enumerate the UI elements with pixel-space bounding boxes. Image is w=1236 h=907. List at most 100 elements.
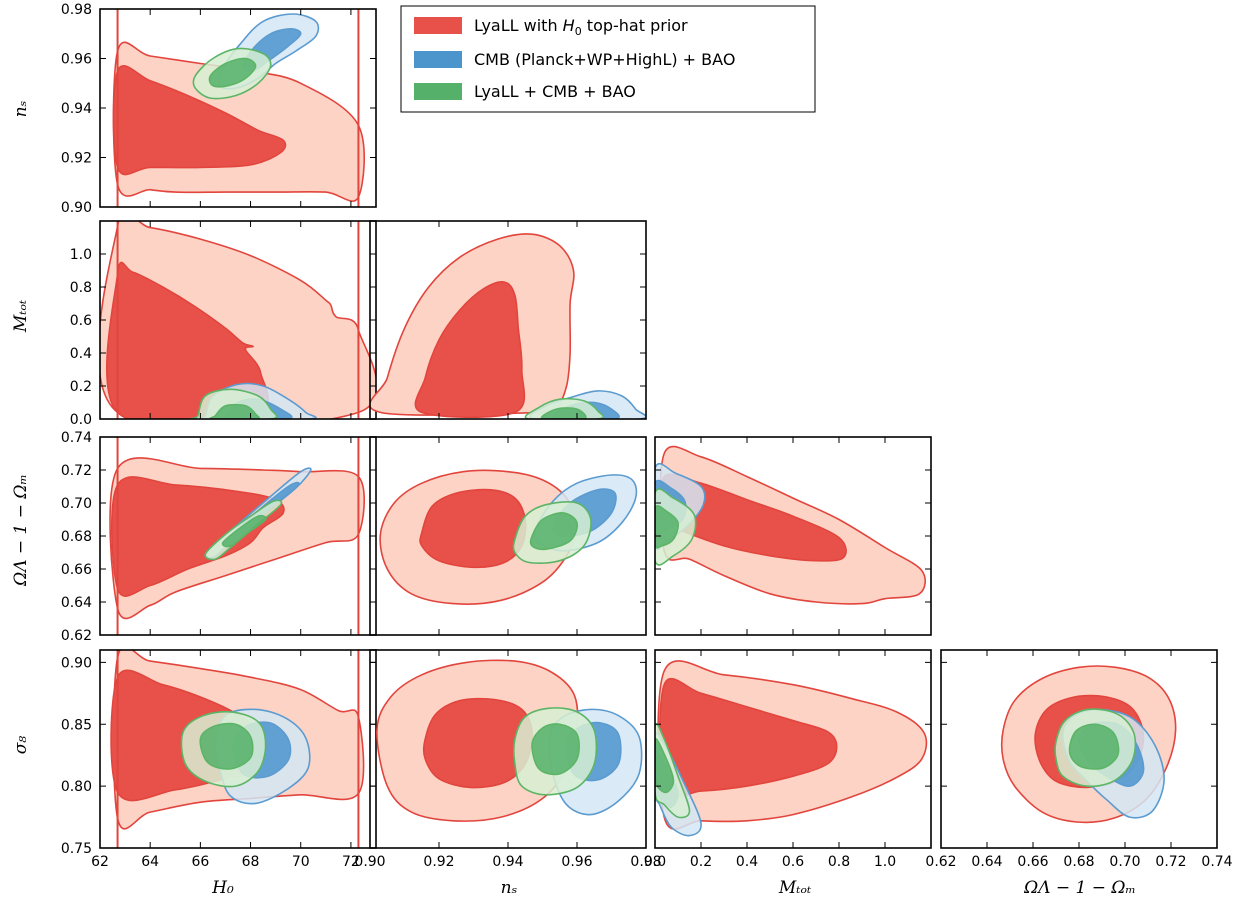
panel-contours-OmL_vs_H0 bbox=[109, 437, 365, 635]
panel-contours-OmL_vs_ns bbox=[379, 469, 638, 605]
contour-lya-inner bbox=[414, 281, 526, 419]
legend-label-comb: LyaLL + CMB + BAO bbox=[474, 82, 636, 101]
y-axis-title-Mtot: Mₜₒₜ bbox=[11, 299, 31, 333]
contour-comb-inner bbox=[209, 403, 260, 419]
panel-contours-s8_vs_H0 bbox=[110, 650, 365, 848]
y-tick-label: 0.92 bbox=[61, 151, 92, 167]
legend-label-lya-post: top-hat prior bbox=[582, 16, 688, 35]
legend-swatch-lya bbox=[414, 17, 462, 34]
x-tick-label: 0.94 bbox=[492, 854, 523, 870]
y-tick-label: 0.96 bbox=[61, 52, 92, 68]
x-tick-label: 0.6 bbox=[782, 854, 804, 870]
panel-contours-s8_vs_Mtot bbox=[655, 660, 928, 837]
x-tick-label: 64 bbox=[141, 854, 159, 870]
contour-comb-inner bbox=[208, 57, 257, 88]
legend-label-lya-pre: LyaLL with bbox=[474, 16, 563, 35]
contour-comb-inner bbox=[199, 722, 254, 770]
panel-Mtot_vs_H0: 0.0 0.2 0.4 0.6 0.8 1.0 bbox=[70, 220, 377, 428]
y-tick-label: 0.94 bbox=[61, 101, 92, 117]
y-axis-title-ns: nₛ bbox=[11, 100, 31, 117]
contour-comb-inner bbox=[1068, 723, 1120, 770]
y-tick-label: 0.74 bbox=[61, 430, 92, 446]
legend-box bbox=[400, 5, 816, 113]
y-tick-label: 0.64 bbox=[61, 595, 92, 611]
x-axis-title-ns: nₛ bbox=[501, 878, 518, 898]
y-tick-label: 0.75 bbox=[61, 841, 92, 857]
contour-comb-inner bbox=[531, 723, 580, 776]
legend-label-cmb: CMB (Planck+WP+HighL) + BAO bbox=[474, 50, 735, 69]
panel-ns_vs_H0: 0.90 0.92 0.94 0.96 0.98 bbox=[61, 2, 377, 216]
x-tick-label: 0.8 bbox=[828, 854, 850, 870]
x-tick-label: 1.0 bbox=[874, 854, 896, 870]
x-tick-label: 0.70 bbox=[1109, 854, 1140, 870]
x-tick-label: 0.96 bbox=[561, 854, 592, 870]
panel-Mtot_vs_ns bbox=[369, 220, 647, 420]
contour-comb-inner bbox=[540, 407, 587, 419]
x-tick-label: 72 bbox=[342, 854, 360, 870]
legend-swatch-cmb bbox=[414, 51, 462, 68]
y-tick-label: 0.72 bbox=[61, 463, 92, 479]
panel-s8_vs_ns: 0.90 0.92 0.94 0.96 0.98 bbox=[354, 649, 662, 870]
legend: LyaLL with H0 top-hat prior CMB (Planck+… bbox=[400, 5, 816, 113]
x-tick-label: 0.92 bbox=[423, 854, 454, 870]
panel-contours-ns_vs_H0 bbox=[112, 9, 366, 207]
panel-contours-Mtot_vs_ns bbox=[370, 233, 646, 419]
contour-comb-inner bbox=[655, 505, 680, 549]
y-tick-label: 0.70 bbox=[61, 496, 92, 512]
panels-layer: 0.900.920.940.960.980.00.20.40.60.81.00.… bbox=[61, 2, 1233, 870]
y-tick-label: 0.0 bbox=[70, 412, 92, 428]
y-tick-label: 0.98 bbox=[61, 2, 92, 18]
x-tick-label: 0.4 bbox=[736, 854, 758, 870]
panel-s8_vs_H0: 62 64 66 68 70 72 0.75 0.80 0.85 0.90 bbox=[61, 649, 377, 870]
y-tick-label: 0.4 bbox=[70, 346, 92, 362]
x-axis-title-Mtot: Mₜₒₜ bbox=[778, 878, 812, 898]
y-axis-title-OmL: ΩΛ − 1 − Ωₘ bbox=[11, 474, 31, 587]
y-tick-label: 0.8 bbox=[70, 280, 92, 296]
panel-contours-Mtot_vs_H0 bbox=[100, 221, 376, 419]
legend-swatch-comb bbox=[414, 83, 462, 100]
x-tick-label: 62 bbox=[91, 854, 109, 870]
y-tick-label: 0.62 bbox=[61, 628, 92, 644]
panel-OmL_vs_Mtot bbox=[654, 436, 932, 636]
contour-lya-inner bbox=[106, 261, 269, 419]
x-tick-label: 70 bbox=[292, 854, 310, 870]
contour-comb-inner bbox=[655, 737, 675, 794]
x-tick-label: 66 bbox=[191, 854, 209, 870]
x-axis-title-H0: H₀ bbox=[211, 878, 234, 898]
y-tick-label: 0.6 bbox=[70, 313, 92, 329]
panel-contours-OmL_vs_Mtot bbox=[655, 445, 926, 605]
x-tick-label: 0.98 bbox=[630, 854, 661, 870]
x-tick-label: 0.74 bbox=[1201, 854, 1232, 870]
x-tick-label: 68 bbox=[242, 854, 260, 870]
contour-comb-inner bbox=[529, 512, 579, 551]
x-axis-title-OmL: ΩΛ − 1 − Ωₘ bbox=[1023, 878, 1136, 898]
x-tick-label: 0.90 bbox=[354, 854, 385, 870]
x-tick-label: 0.66 bbox=[1017, 854, 1048, 870]
x-tick-label: 0.72 bbox=[1155, 854, 1186, 870]
panel-s8_vs_Mtot: 0.0 0.2 0.4 0.6 0.8 1.0 bbox=[644, 649, 932, 870]
panel-OmL_vs_ns bbox=[369, 436, 647, 636]
y-tick-label: 0.68 bbox=[61, 529, 92, 545]
y-tick-label: 0.80 bbox=[61, 779, 92, 795]
y-axis-title-s8: σ₈ bbox=[11, 736, 31, 755]
contour-lya-inner bbox=[111, 476, 285, 597]
contour-comb-inner bbox=[221, 514, 267, 548]
panel-frame bbox=[99, 649, 377, 849]
panel-contours-s8_vs_ns bbox=[376, 659, 643, 822]
contour-lya-inner bbox=[112, 64, 287, 176]
y-tick-label: 0.90 bbox=[61, 655, 92, 671]
legend-label-lya-sub: 0 bbox=[575, 25, 582, 38]
x-tick-label: 0.62 bbox=[925, 854, 956, 870]
x-tick-label: 0.0 bbox=[644, 854, 666, 870]
y-tick-label: 0.66 bbox=[61, 562, 92, 578]
x-tick-label: 0.68 bbox=[1063, 854, 1094, 870]
y-tick-label: 0.90 bbox=[61, 200, 92, 216]
legend-label-lya: LyaLL with H0 top-hat prior bbox=[474, 16, 688, 38]
y-tick-label: 0.2 bbox=[70, 379, 92, 395]
legend-label-lya-math: H bbox=[563, 16, 575, 35]
panel-contours-s8_vs_OmL bbox=[1000, 665, 1177, 824]
panel-s8_vs_OmL: 0.62 0.64 0.66 0.68 0.70 0.72 0.74 bbox=[925, 649, 1233, 870]
x-tick-label: 0.2 bbox=[690, 854, 712, 870]
x-tick-label: 0.64 bbox=[971, 854, 1002, 870]
